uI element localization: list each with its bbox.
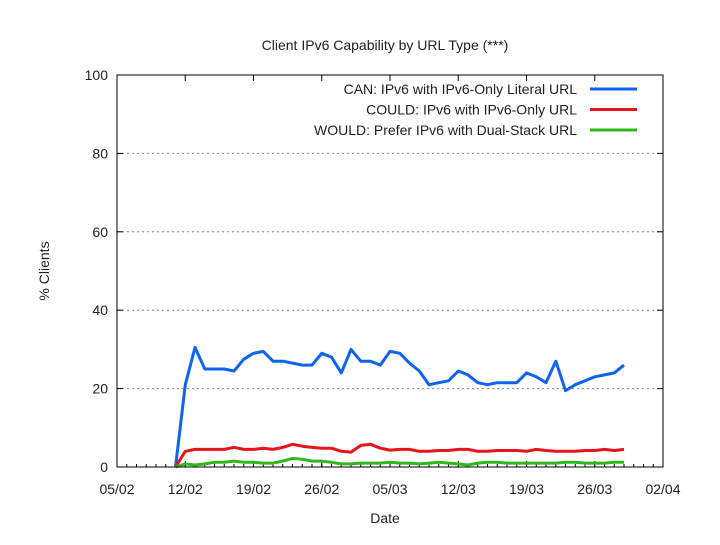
legend-label: CAN: IPv6 with IPv6-Only Literal URL <box>344 81 578 97</box>
y-axis-label: % Clients <box>36 241 52 300</box>
y-tick-label: 60 <box>92 224 108 240</box>
x-axis-label: Date <box>370 510 400 526</box>
legend-label: COULD: IPv6 with IPv6-Only URL <box>366 102 577 118</box>
x-tick-label: 26/03 <box>577 481 612 497</box>
x-tick-label: 19/02 <box>236 481 271 497</box>
y-tick-label: 80 <box>92 145 108 161</box>
x-tick-label: 26/02 <box>304 481 339 497</box>
x-tick-label: 12/03 <box>441 481 476 497</box>
legend: CAN: IPv6 with IPv6-Only Literal URL COUL… <box>314 81 637 138</box>
x-tick-label: 19/03 <box>509 481 544 497</box>
x-tick-label: 12/02 <box>168 481 203 497</box>
legend-label: WOULD: Prefer IPv6 with Dual-Stack URL <box>314 122 577 138</box>
x-tick-label: 05/03 <box>372 481 407 497</box>
x-tick-label: 05/02 <box>99 481 134 497</box>
y-tick-label: 100 <box>85 67 109 83</box>
y-tick-label: 20 <box>92 381 108 397</box>
chart-title: Client IPv6 Capability by URL Type (***) <box>262 37 509 53</box>
x-tick-label: 02/04 <box>645 481 680 497</box>
y-tick-label: 0 <box>100 459 108 475</box>
y-tick-label: 40 <box>92 302 108 318</box>
